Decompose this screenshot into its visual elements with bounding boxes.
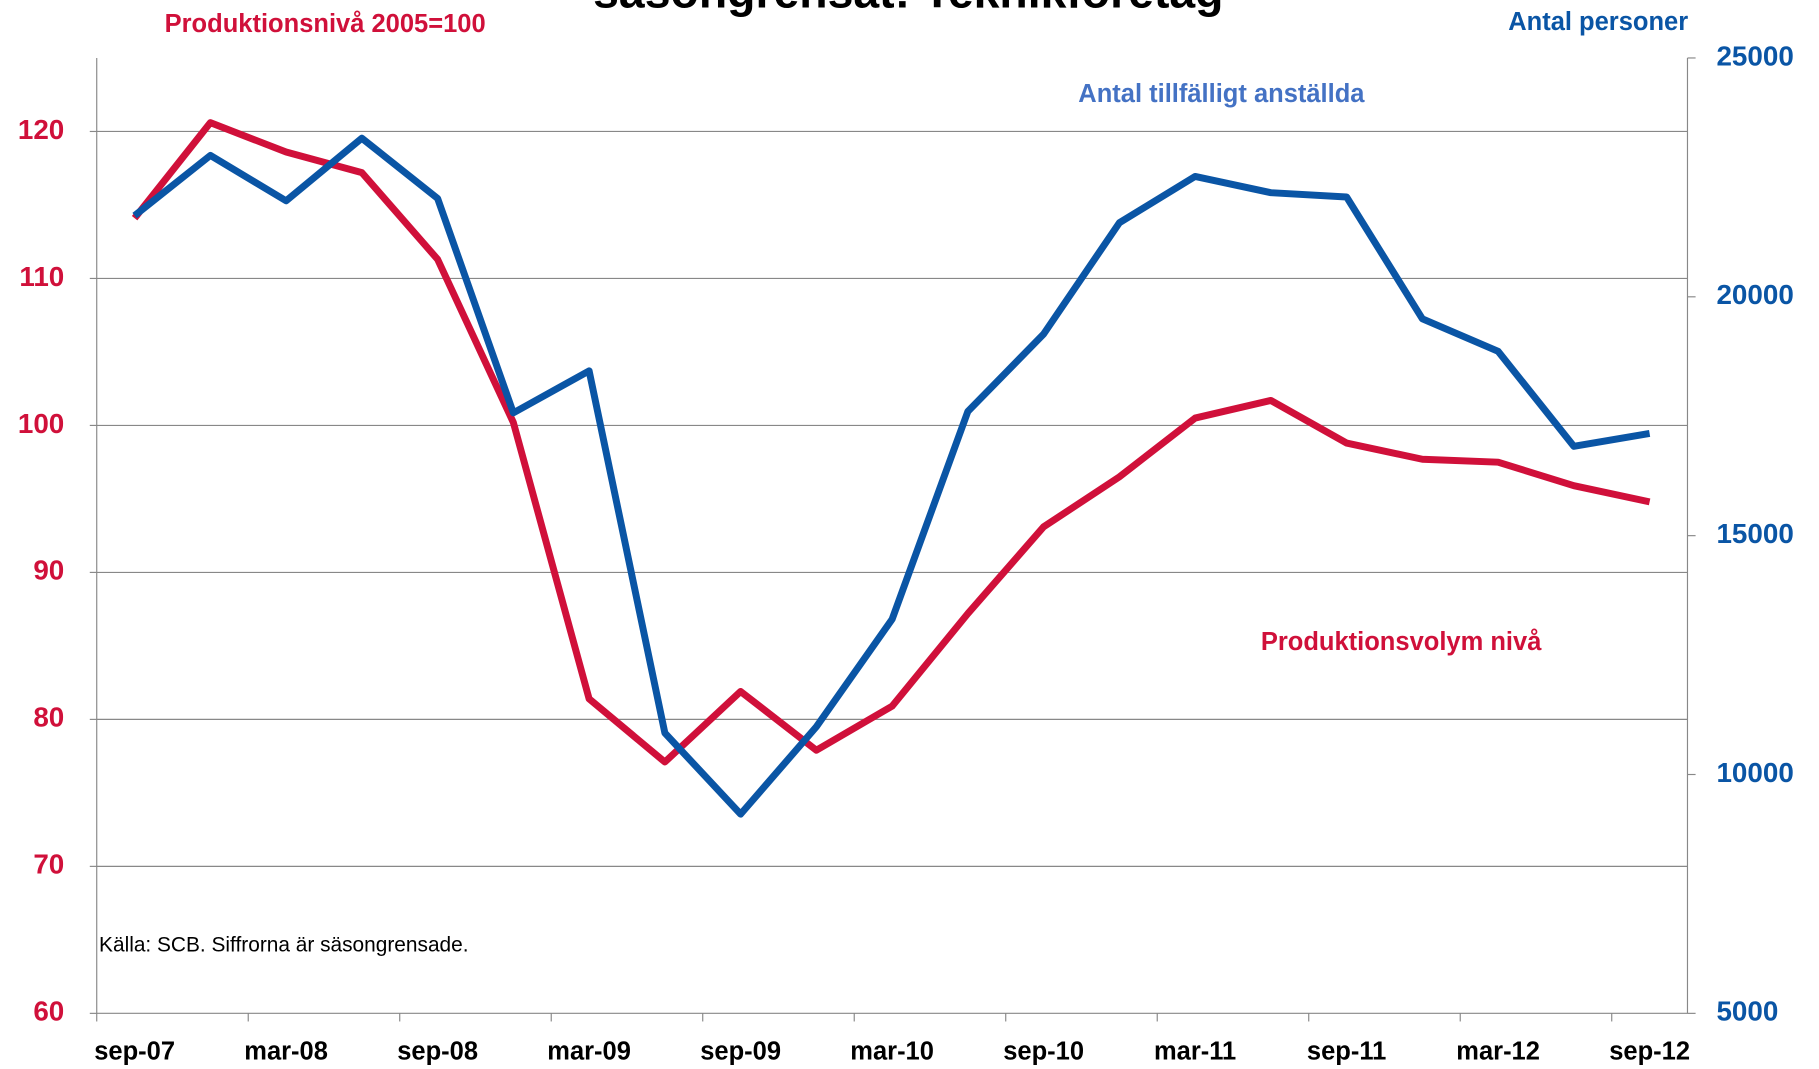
x-tick-label: sep-12 [1609,1038,1690,1066]
x-tick-label: mar-11 [1154,1038,1236,1066]
y-tick-label: 90 [33,555,64,586]
y2-tick-label: 5000 [1716,996,1778,1027]
source-note: Källa: SCB. Siffrorna är säsongrensade. [99,934,469,957]
y-tick-label: 80 [33,702,64,733]
annotation: Antal tillfälligt anställda [1078,80,1365,108]
y2-axis-label: Antal personer [1508,8,1688,36]
y2-tick-label: 25000 [1716,40,1793,71]
x-tick-label: sep-07 [94,1038,175,1066]
y2-tick-label: 20000 [1716,279,1793,310]
x-tick-label: sep-11 [1307,1038,1386,1066]
series-line [131,119,1651,766]
x-tick-label: mar-12 [1456,1038,1540,1066]
y-tick-label: 100 [18,408,64,439]
x-tick-label: sep-09 [700,1038,781,1066]
y2-tick-label: 10000 [1716,757,1793,788]
series-line [132,134,1651,818]
y-axis-label: Produktionsnivå 2005=100 [165,10,486,38]
chart-title: säsongrensat: Teknikföretag [593,0,1223,18]
x-tick-label: sep-10 [1003,1038,1084,1066]
y-tick-label: 70 [33,849,64,880]
annotation: Produktionsvolym nivå [1261,628,1542,656]
y-tick-label: 110 [19,261,64,292]
y2-tick-label: 15000 [1716,518,1793,549]
y-tick-label: 120 [18,114,64,145]
x-tick-label: mar-10 [850,1038,934,1066]
x-tick-label: mar-09 [547,1038,631,1066]
y-tick-label: 60 [33,996,64,1027]
x-tick-label: sep-08 [397,1038,478,1066]
x-tick-label: mar-08 [244,1038,328,1066]
